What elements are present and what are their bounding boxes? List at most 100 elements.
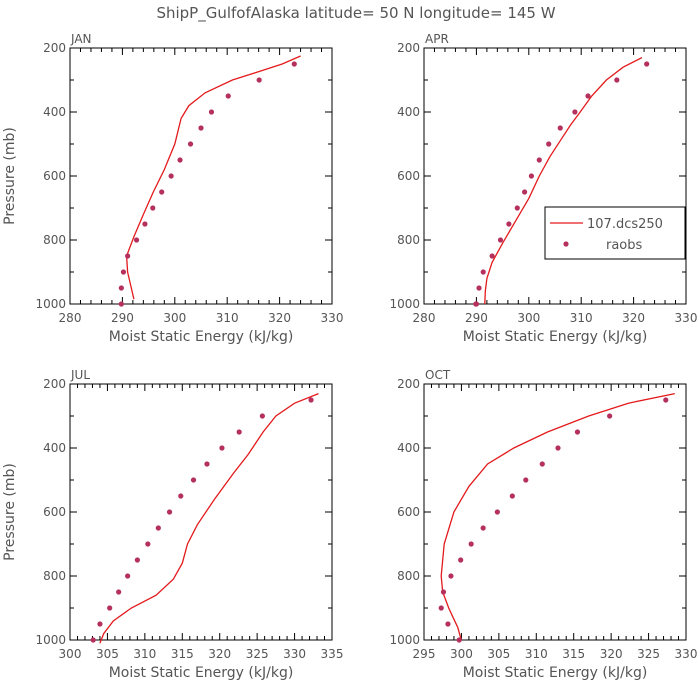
raobs-point bbox=[522, 189, 528, 195]
raobs-point bbox=[125, 573, 131, 579]
y-tick-label: 400 bbox=[397, 441, 420, 455]
x-tick-label: 315 bbox=[562, 647, 585, 661]
legend-dot-swatch bbox=[563, 241, 569, 247]
plot-frame bbox=[69, 383, 333, 641]
x-tick-label: 310 bbox=[216, 311, 239, 325]
x-tick-label: 305 bbox=[96, 647, 119, 661]
raobs-point bbox=[291, 61, 297, 67]
x-tick-label: 330 bbox=[675, 647, 698, 661]
y-tick-label: 400 bbox=[43, 441, 66, 455]
x-tick-label: 295 bbox=[413, 647, 436, 661]
raobs-point bbox=[536, 157, 542, 163]
raobs-point bbox=[168, 173, 174, 179]
raobs-point bbox=[225, 93, 231, 99]
plot-frame bbox=[69, 47, 333, 305]
x-axis-label: Moist Static Energy (kJ/kg) bbox=[109, 665, 294, 681]
raobs-point bbox=[134, 557, 140, 563]
x-axis-label: Moist Static Energy (kJ/kg) bbox=[463, 665, 648, 681]
panel-title: JAN bbox=[70, 32, 92, 46]
plot-frame bbox=[423, 47, 687, 305]
panels: 280 290 300 310 320 330 200 400 600 800 1000 JAN Moi… bbox=[2, 32, 697, 681]
y-tick-label: 600 bbox=[397, 505, 420, 519]
legend-model-label: 107.dcs250 bbox=[587, 217, 663, 232]
x-tick-label: 310 bbox=[525, 647, 548, 661]
x-tick-label: 330 bbox=[283, 647, 306, 661]
y-axis-label: Pressure (mb) bbox=[2, 127, 18, 225]
raobs-point bbox=[445, 621, 451, 627]
x-tick-label: 320 bbox=[600, 647, 623, 661]
y-tick-label: 600 bbox=[397, 169, 420, 183]
x-tick-label: 330 bbox=[321, 311, 344, 325]
raobs-point bbox=[438, 605, 444, 611]
x-tick-label: 320 bbox=[622, 311, 645, 325]
raobs-point bbox=[557, 125, 563, 131]
x-tick-label: 315 bbox=[171, 647, 194, 661]
y-tick-label: 1000 bbox=[35, 633, 66, 647]
raobs-point bbox=[555, 445, 561, 451]
raobs-point bbox=[155, 525, 161, 531]
x-axis-label: Moist Static Energy (kJ/kg) bbox=[109, 329, 294, 345]
x-tick-label: 320 bbox=[208, 647, 231, 661]
x-tick-label: 305 bbox=[487, 647, 510, 661]
raobs-point bbox=[440, 589, 447, 595]
x-tick-label: 330 bbox=[675, 311, 698, 325]
y-tick-label: 800 bbox=[43, 233, 66, 247]
legend-obs-label: raobs bbox=[606, 238, 643, 253]
raobs-point bbox=[468, 541, 474, 547]
x-tick-label: 300 bbox=[59, 647, 82, 661]
raobs-point bbox=[150, 205, 156, 211]
raobs-point bbox=[145, 541, 151, 547]
raobs-point bbox=[177, 157, 183, 163]
y-tick-label: 1000 bbox=[389, 633, 420, 647]
x-tick-label: 325 bbox=[637, 647, 660, 661]
raobs-point bbox=[497, 237, 504, 243]
figure-title: ShipP_GulfofAlaska latitude= 50 N longit… bbox=[156, 4, 555, 23]
y-tick-label: 200 bbox=[397, 41, 420, 55]
model-line-jan bbox=[125, 55, 301, 300]
x-tick-label: 310 bbox=[133, 647, 156, 661]
legend-box bbox=[544, 206, 686, 260]
y-tick-label: 800 bbox=[397, 569, 420, 583]
y-tick-label: 200 bbox=[397, 377, 420, 391]
raobs-point bbox=[159, 189, 165, 195]
x-tick-label: 290 bbox=[111, 311, 134, 325]
y-tick-label: 600 bbox=[43, 505, 66, 519]
x-tick-label: 300 bbox=[517, 311, 540, 325]
raobs-point bbox=[473, 301, 479, 307]
raobs-point bbox=[523, 477, 529, 483]
raobs-point bbox=[509, 493, 515, 499]
x-tick-label: 290 bbox=[465, 311, 488, 325]
model-line-jul bbox=[99, 392, 319, 644]
raobs-point bbox=[572, 109, 578, 115]
raobs-point bbox=[187, 141, 194, 147]
y-tick-label: 800 bbox=[397, 233, 420, 247]
model-line-oct bbox=[440, 392, 675, 641]
y-tick-label: 800 bbox=[43, 569, 66, 583]
raobs-point bbox=[118, 285, 124, 291]
panel-title: OCT bbox=[425, 368, 451, 382]
model-line-apr bbox=[484, 57, 643, 305]
raobs-point bbox=[178, 493, 184, 499]
x-tick-label: 280 bbox=[413, 311, 436, 325]
panel-jan: 280 290 300 310 320 330 200 400 600 800 1000 JAN Moi… bbox=[2, 32, 343, 345]
raobs-point bbox=[236, 429, 242, 435]
raobs-point bbox=[539, 461, 545, 467]
raobs-point bbox=[585, 93, 591, 99]
raobs-point bbox=[514, 205, 520, 211]
raobs-point bbox=[644, 61, 650, 67]
x-tick-label: 335 bbox=[321, 647, 344, 661]
panel-title: JUL bbox=[70, 368, 90, 382]
raobs-point bbox=[480, 525, 486, 531]
y-tick-label: 600 bbox=[43, 169, 66, 183]
x-tick-label: 325 bbox=[246, 647, 269, 661]
panel-title: APR bbox=[425, 32, 449, 46]
y-tick-label: 200 bbox=[43, 41, 66, 55]
raobs-point bbox=[256, 77, 262, 83]
raobs-point bbox=[546, 141, 552, 147]
raobs-point bbox=[528, 173, 535, 179]
raobs-point bbox=[90, 637, 96, 643]
raobs-point bbox=[107, 605, 113, 611]
raobs-point bbox=[208, 109, 215, 115]
raobs-point bbox=[308, 397, 314, 403]
